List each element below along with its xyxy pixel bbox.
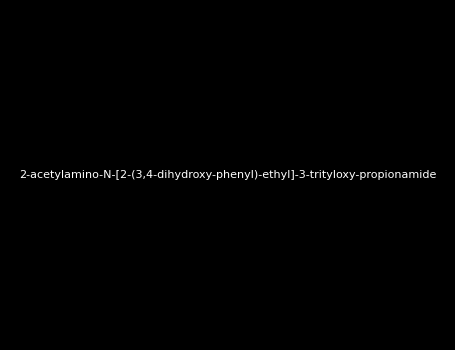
Text: 2-acetylamino-N-[2-(3,4-dihydroxy-phenyl)-ethyl]-3-trityloxy-propionamide: 2-acetylamino-N-[2-(3,4-dihydroxy-phenyl…	[19, 170, 436, 180]
